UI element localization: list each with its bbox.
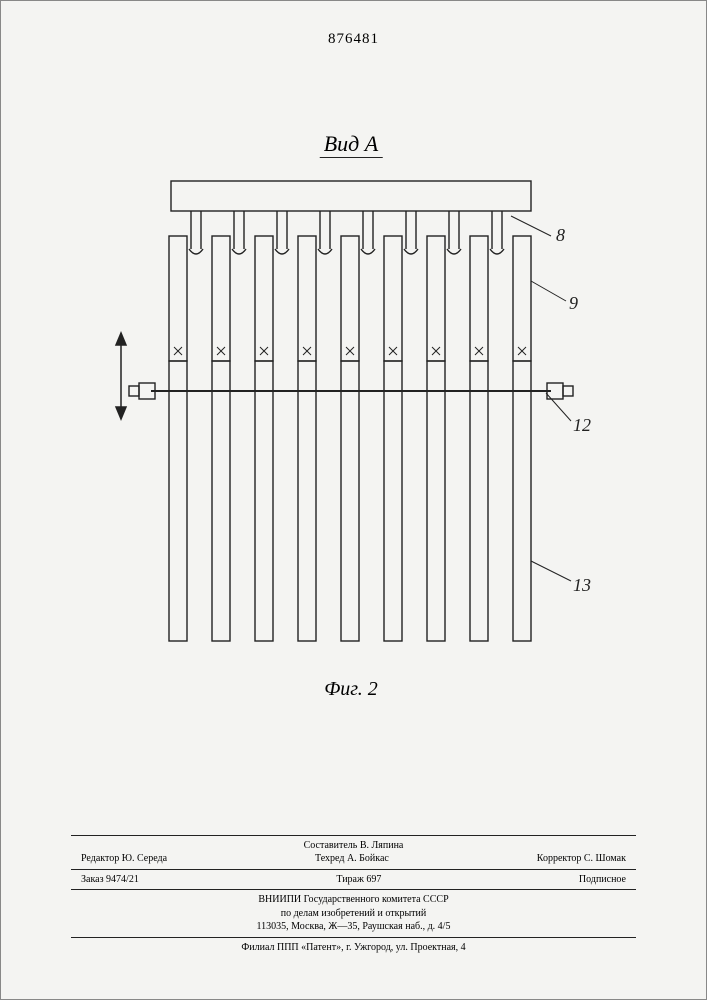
footer-address1: 113035, Москва, Ж—35, Раушская наб., д. … — [71, 920, 636, 934]
label-13: 13 — [573, 575, 591, 595]
hook — [275, 211, 289, 254]
lower-prongs — [169, 361, 531, 641]
hook — [361, 211, 375, 254]
diagram-svg: 8 9 12 13 — [101, 161, 601, 681]
label-12: 12 — [573, 415, 591, 435]
hooks-group — [189, 211, 504, 254]
figure-caption: Фиг. 2 — [324, 678, 378, 701]
hook — [404, 211, 418, 254]
footer-row-1: Редактор Ю. Середа Техред А. Бойкас Корр… — [71, 852, 636, 866]
footer-rule — [71, 889, 636, 890]
footer-rule — [71, 869, 636, 870]
footer-row-2: Заказ 9474/21 Тираж 697 Подписное — [71, 873, 636, 887]
top-bar — [171, 181, 531, 211]
patent-number: 876481 — [328, 31, 379, 48]
label-8: 8 — [556, 225, 565, 245]
page: 876481 Вид А — [0, 0, 707, 1000]
footer-order: Заказ 9474/21 — [81, 873, 139, 887]
figure-area: Вид А — [101, 131, 601, 691]
hook — [318, 211, 332, 254]
footer-signed: Подписное — [579, 873, 626, 887]
upper-prongs — [169, 236, 531, 361]
footer-editor: Редактор Ю. Середа — [81, 852, 167, 866]
footer-rule — [71, 937, 636, 938]
hook — [490, 211, 504, 254]
label-9: 9 — [569, 293, 578, 313]
footer-compiler: Составитель В. Ляпина — [71, 839, 636, 853]
footer-address2: Филиал ППП «Патент», г. Ужгород, ул. Про… — [71, 941, 636, 955]
footer-org2: по делам изобретений и открытий — [71, 907, 636, 921]
footer-rule — [71, 835, 636, 836]
view-label: Вид А — [320, 131, 383, 158]
axis-rod — [129, 383, 573, 399]
hook — [447, 211, 461, 254]
footer-org1: ВНИИПИ Государственного комитета СССР — [71, 893, 636, 907]
footer-corrector: Корректор С. Шомак — [537, 852, 626, 866]
hook — [189, 211, 203, 254]
footer-circulation: Тираж 697 — [336, 873, 381, 887]
left-arrow — [116, 333, 126, 419]
cross-marks — [174, 347, 526, 355]
footer-block: Составитель В. Ляпина Редактор Ю. Середа… — [71, 832, 636, 955]
hook — [232, 211, 246, 254]
footer-techred: Техред А. Бойкас — [315, 852, 389, 866]
